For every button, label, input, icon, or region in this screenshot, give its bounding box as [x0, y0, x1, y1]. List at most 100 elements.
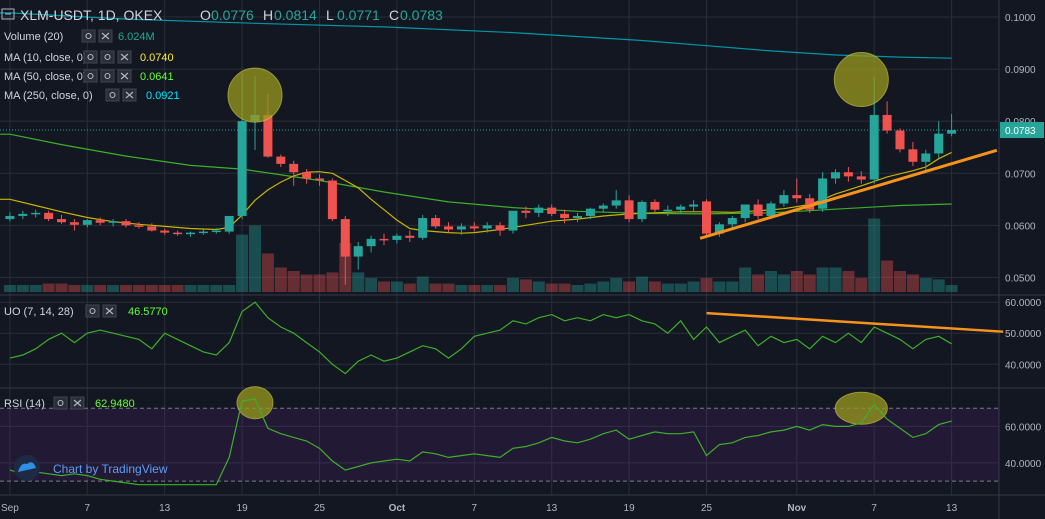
candle[interactable] [598, 203, 608, 213]
candle[interactable] [18, 210, 28, 220]
candle[interactable] [379, 233, 389, 246]
candle[interactable] [650, 199, 660, 213]
candle[interactable] [392, 233, 402, 244]
candle[interactable] [895, 128, 905, 153]
candle[interactable] [160, 228, 170, 235]
highlight-ellipse [833, 52, 889, 108]
settings-icon[interactable] [100, 69, 115, 83]
candle[interactable] [740, 204, 750, 223]
eye-icon[interactable] [83, 50, 98, 64]
candle[interactable] [934, 121, 944, 158]
candle[interactable] [947, 113, 957, 137]
eye-icon[interactable] [83, 69, 98, 83]
close-icon[interactable] [117, 69, 132, 83]
candle[interactable] [302, 169, 312, 184]
candle[interactable] [663, 205, 673, 216]
candle[interactable] [482, 222, 492, 233]
candle[interactable] [714, 222, 724, 237]
candle[interactable] [676, 204, 686, 214]
candle[interactable] [547, 204, 557, 216]
eye-icon[interactable] [53, 396, 68, 410]
candle[interactable] [624, 195, 634, 223]
close-icon[interactable] [70, 396, 85, 410]
candlesticks[interactable] [5, 73, 957, 285]
candle[interactable] [44, 210, 54, 222]
candle[interactable] [340, 215, 350, 285]
candle[interactable] [456, 223, 466, 235]
candle[interactable] [69, 219, 79, 231]
candle[interactable] [882, 101, 892, 134]
candle[interactable] [186, 231, 195, 237]
candle[interactable] [560, 209, 570, 224]
candle[interactable] [534, 204, 544, 218]
candle[interactable] [573, 212, 582, 223]
close-icon[interactable] [117, 50, 132, 64]
candle[interactable] [95, 217, 105, 226]
candle[interactable] [108, 219, 118, 227]
candle[interactable] [521, 206, 531, 219]
candle[interactable] [353, 242, 363, 270]
volume-bar [68, 285, 81, 292]
eye-icon[interactable] [81, 29, 96, 43]
candle[interactable] [508, 210, 518, 234]
tradingview-watermark[interactable]: Chart by TradingView [14, 455, 168, 481]
candle[interactable] [211, 227, 221, 234]
close-icon[interactable] [98, 29, 113, 43]
candle[interactable] [289, 160, 299, 186]
candle[interactable] [315, 174, 324, 186]
candle[interactable] [702, 199, 711, 236]
candle[interactable] [327, 178, 337, 222]
candle-body [908, 149, 918, 162]
indicator-value: 0.0921 [146, 90, 180, 102]
candle[interactable] [418, 214, 428, 240]
eye-icon[interactable] [105, 88, 120, 102]
candle[interactable] [82, 219, 92, 228]
candle-body [44, 212, 54, 220]
candle[interactable] [792, 178, 802, 203]
close-icon[interactable] [122, 88, 137, 102]
ohlc-value: 0.0814 [274, 7, 317, 23]
candle[interactable] [727, 215, 737, 229]
candle[interactable] [805, 194, 815, 213]
time-tick-label: 13 [159, 503, 171, 514]
candle[interactable] [611, 189, 621, 209]
candle[interactable] [921, 149, 931, 173]
candle[interactable] [831, 169, 840, 184]
close-icon[interactable] [102, 304, 117, 318]
candle[interactable] [173, 230, 183, 236]
candle[interactable] [134, 222, 144, 229]
candle[interactable] [224, 215, 234, 234]
candle[interactable] [856, 171, 866, 184]
time-tick-label: Sep [1, 503, 19, 514]
oscillator-panes[interactable] [0, 301, 1004, 486]
candle[interactable] [198, 229, 208, 235]
candle[interactable] [469, 222, 479, 232]
collapse-icon[interactable] [1, 8, 15, 20]
candle-body [650, 201, 660, 210]
candle[interactable] [276, 154, 286, 168]
candle[interactable] [495, 222, 505, 236]
candle[interactable] [57, 214, 66, 224]
candle[interactable] [818, 172, 828, 212]
candle[interactable] [366, 235, 376, 253]
candle[interactable] [5, 212, 15, 222]
settings-icon[interactable] [100, 50, 115, 64]
candle[interactable] [843, 167, 853, 182]
candle-body [598, 205, 608, 209]
candle[interactable] [585, 207, 595, 220]
candle[interactable] [31, 209, 41, 218]
candle[interactable] [147, 223, 157, 232]
x-glyph [120, 72, 129, 80]
candle[interactable] [444, 222, 453, 233]
candle[interactable] [121, 219, 131, 228]
candle[interactable] [405, 230, 415, 243]
candle[interactable] [779, 189, 789, 207]
candle-body [495, 225, 505, 231]
candle[interactable] [689, 200, 699, 212]
candle[interactable] [637, 200, 647, 223]
eye-icon[interactable] [85, 304, 100, 318]
candle[interactable] [753, 199, 763, 220]
candle[interactable] [431, 214, 441, 229]
candle[interactable] [908, 142, 918, 166]
